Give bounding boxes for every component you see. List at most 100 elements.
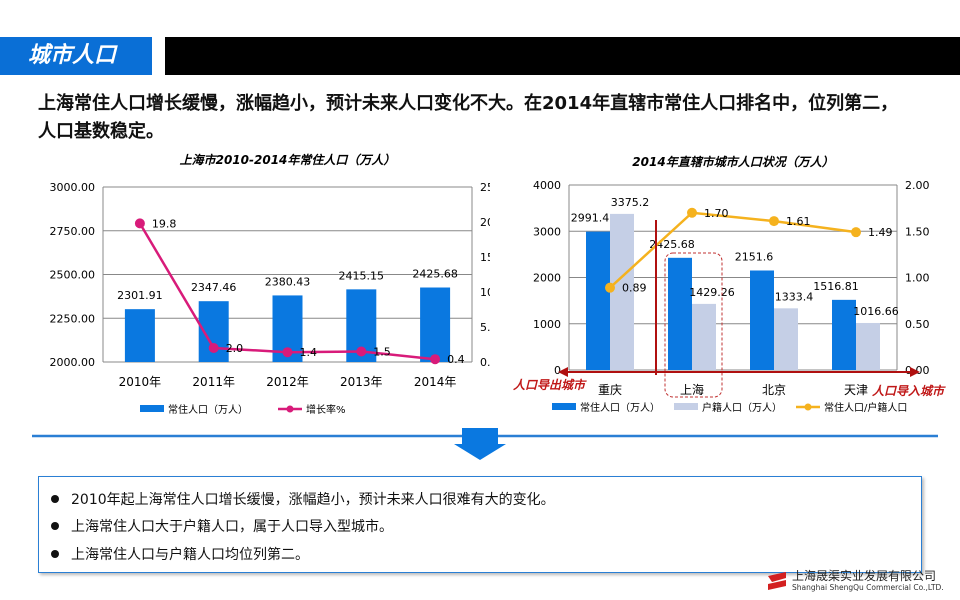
company-name-en: Shanghai ShengQu Commercial Co.,LTD. — [792, 583, 944, 592]
summary-text: 上海常住人口大于户籍人口，属于人口导入型城市。 — [71, 519, 393, 535]
x-tick-label: 2012年 — [266, 375, 309, 389]
line-data-label: 2.0 — [226, 342, 244, 355]
y2-tick-label: 15.0 — [480, 251, 490, 264]
bar — [586, 231, 610, 370]
bar-data-label: 1516.81 — [813, 280, 859, 293]
y2-tick-label: 10.0 — [480, 286, 490, 299]
line-data-label: 1.5 — [373, 346, 391, 359]
x-tick-label: 2013年 — [340, 375, 383, 389]
bar — [774, 308, 798, 370]
bar — [610, 213, 634, 370]
down-arrow-icon — [454, 428, 506, 460]
x-tick-label: 2011年 — [192, 375, 235, 389]
chart-municipality-population: 2014年直辖市城市人口状况（万人） 0 1000 2000 3000 4000 0.00 0… — [513, 155, 946, 414]
bar-data-label: 1333.4 — [775, 290, 814, 303]
y-tick-label: 2000.00 — [50, 356, 96, 369]
headline-line-1: 上海常住人口增长缓慢，涨幅趋小，预计未来人口变化不大。在2014年直辖市常住人口… — [38, 93, 899, 114]
line-point — [769, 216, 779, 227]
y2-tick-label: 2.00 — [905, 179, 930, 192]
bar — [420, 287, 451, 362]
summary-item: 2010年起上海常住人口增长缓慢，涨幅趋小，预计未来人口很难有大的变化。 — [51, 489, 555, 509]
y2-tick-label: 0.0 — [480, 356, 490, 369]
company-logo: 上海晟渠实业发展有限公司 Shanghai ShengQu Commercial… — [766, 570, 944, 592]
chart-title: 上海市2010-2014年常住人口（万人） — [180, 153, 396, 167]
legend-label: 户籍人口（万人） — [702, 401, 782, 414]
bar-data-label: 2347.46 — [191, 281, 237, 294]
company-name-cn: 上海晟渠实业发展有限公司 — [792, 569, 937, 583]
line-point — [687, 207, 697, 218]
summary-box: 2010年起上海常住人口增长缓慢，涨幅趋小，预计未来人口很难有大的变化。 上海常… — [38, 476, 922, 573]
y-tick-label: 2500.00 — [50, 269, 96, 282]
chart-title: 2014年直辖市城市人口状况（万人） — [632, 155, 833, 169]
headline-line-2: 人口基数稳定。 — [38, 121, 164, 142]
y2-tick-label: 1.00 — [905, 272, 930, 285]
bar-data-label: 2415.15 — [339, 269, 385, 282]
legend-label: 常住人口/户籍人口 — [824, 401, 907, 414]
legend-label: 增长率% — [306, 403, 346, 416]
y2-tick-label: 0.00 — [905, 364, 930, 377]
bar-data-label: 1016.66 — [853, 305, 899, 318]
y-tick-label: 3000.00 — [50, 181, 96, 194]
y2-tick-label: 5.0 — [480, 321, 490, 334]
y-tick-label: 3000 — [533, 225, 561, 238]
line-point — [134, 218, 145, 229]
line-data-label: 0.4 — [447, 353, 465, 366]
legend-swatch — [674, 403, 698, 410]
line-point — [356, 346, 367, 357]
bar — [750, 270, 774, 370]
x-tick-label: 重庆 — [598, 383, 622, 397]
bar-data-label: 2380.43 — [265, 275, 311, 288]
legend-label: 常住人口（万人） — [580, 401, 660, 414]
summary-item: 上海常住人口与户籍人口均位列第二。 — [51, 544, 309, 564]
bar — [668, 257, 692, 370]
summary-item: 上海常住人口大于户籍人口，属于人口导入型城市。 — [51, 516, 393, 536]
x-tick-label: 2010年 — [119, 375, 162, 389]
y2-tick-label: 20.0 — [480, 216, 490, 229]
x-tick-label: 北京 — [762, 383, 786, 397]
line-point — [430, 354, 441, 365]
y-tick-label: 4000 — [533, 179, 561, 192]
legend-swatch — [140, 405, 164, 412]
y-tick-label: 2250.00 — [50, 312, 96, 325]
y-tick-label: 1000 — [533, 318, 561, 331]
arrow-left-icon — [558, 367, 568, 377]
line-data-label: 1.4 — [300, 346, 318, 359]
bullet-icon — [51, 522, 59, 530]
annotation-inflow: 人口导入城市 — [872, 384, 946, 398]
bar-data-label: 2151.6 — [735, 250, 774, 263]
arrow-right-icon — [910, 367, 920, 377]
line-data-label: 19.8 — [152, 217, 177, 230]
chart-shanghai-population: 上海市2010-2014年常住人口（万人） 2000.00 2250.00 2500.… — [50, 153, 491, 416]
line-point — [282, 347, 293, 358]
bar — [692, 303, 716, 370]
line-data-label: 1.61 — [786, 215, 811, 228]
x-tick-label: 天津 — [844, 383, 868, 397]
section-tab: 城市人口 — [0, 37, 152, 75]
summary-text: 2010年起上海常住人口增长缓慢，涨幅趋小，预计未来人口很难有大的变化。 — [71, 492, 555, 508]
bar — [856, 322, 880, 370]
bar-data-label: 3375.2 — [611, 196, 650, 209]
line-point — [208, 343, 219, 353]
line-data-label: 1.49 — [868, 226, 893, 239]
y-tick-label: 2000 — [533, 272, 561, 285]
line-data-label: 0.89 — [622, 282, 647, 295]
company-logo-icon — [768, 572, 786, 590]
bar-data-label: 1429.26 — [689, 286, 735, 299]
summary-text: 上海常住人口与户籍人口均位列第二。 — [71, 547, 309, 563]
legend-swatch — [552, 403, 576, 410]
y-tick-label: 2750.00 — [50, 225, 96, 238]
legend-label: 常住人口（万人） — [168, 403, 248, 416]
bar — [832, 299, 856, 370]
bar-data-label: 2991.4 — [571, 212, 610, 225]
line-data-label: 1.70 — [704, 207, 729, 220]
x-tick-label: 上海 — [680, 382, 704, 397]
y2-tick-label: 1.50 — [905, 225, 930, 238]
legend-swatch — [286, 405, 294, 413]
header-bar — [165, 37, 960, 75]
highlight-box — [664, 252, 723, 398]
y2-tick-label: 25.0 — [480, 181, 490, 194]
line-point — [851, 227, 861, 238]
bar-data-label: 2301.91 — [117, 289, 163, 302]
legend-swatch — [804, 403, 812, 411]
y2-tick-label: 0.50 — [905, 318, 930, 331]
